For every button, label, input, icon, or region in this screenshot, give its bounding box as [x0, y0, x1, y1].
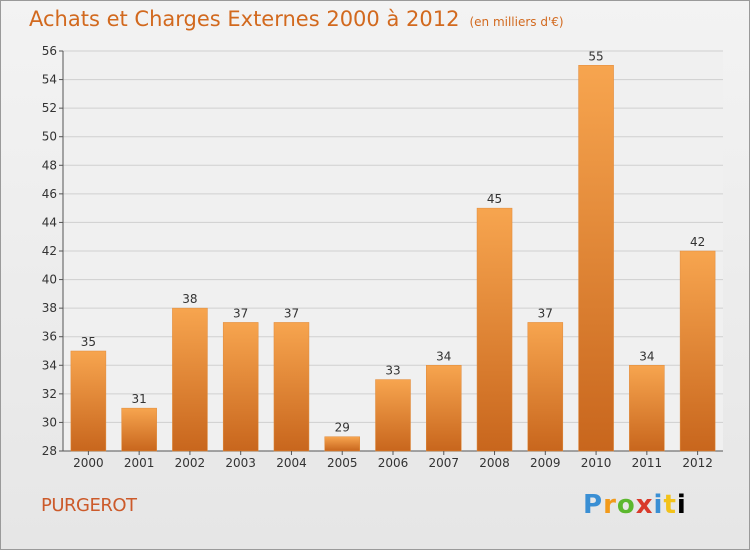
- chart-title-text: Achats et Charges Externes 2000 à 2012: [29, 7, 460, 31]
- y-tick-label: 38: [42, 301, 57, 315]
- y-tick-label: 28: [42, 444, 57, 458]
- y-tick-label: 56: [42, 44, 57, 58]
- x-tick-label: 2004: [276, 456, 307, 470]
- bar-value-label: 34: [639, 349, 654, 363]
- bar-value-label: 37: [538, 306, 553, 320]
- bar-value-label: 35: [81, 335, 96, 349]
- bar: [172, 307, 208, 452]
- bar-value-label: 34: [436, 349, 451, 363]
- y-tick-label: 36: [42, 330, 57, 344]
- y-tick-label: 44: [42, 215, 57, 229]
- bar-value-label: 42: [690, 235, 705, 249]
- x-tick-label: 2005: [327, 456, 358, 470]
- y-tick-label: 46: [42, 187, 57, 201]
- bar: [476, 207, 513, 452]
- x-tick-label: 2000: [73, 456, 104, 470]
- bar-value-label: 38: [182, 292, 197, 306]
- bar: [273, 322, 310, 452]
- bar: [375, 379, 411, 452]
- bar-value-label: 31: [132, 392, 147, 406]
- y-tick-label: 52: [42, 101, 57, 115]
- chart-unit: (en milliers d'€): [469, 15, 564, 29]
- bar-value-label: 55: [588, 49, 603, 63]
- bar: [527, 322, 564, 452]
- bar: [426, 365, 462, 452]
- bar: [629, 365, 665, 452]
- y-tick-label: 30: [42, 415, 57, 429]
- x-tick-label: 2009: [530, 456, 561, 470]
- y-tick-label: 42: [42, 244, 57, 258]
- town-name: PURGEROT: [41, 495, 137, 516]
- y-tick-label: 48: [42, 158, 57, 172]
- y-tick-label: 34: [42, 358, 57, 372]
- bar-value-label: 33: [385, 364, 400, 378]
- x-tick-label: 2010: [581, 456, 612, 470]
- chart-title: Achats et Charges Externes 2000 à 2012 (e…: [29, 7, 564, 31]
- bar-value-label: 29: [335, 421, 350, 435]
- y-tick-label: 50: [42, 130, 57, 144]
- x-tick-label: 2001: [124, 456, 155, 470]
- x-tick-label: 2012: [682, 456, 713, 470]
- bar: [324, 436, 360, 452]
- x-tick-label: 2011: [632, 456, 663, 470]
- bar-value-label: 37: [233, 306, 248, 320]
- bar-value-label: 45: [487, 192, 502, 206]
- bar: [679, 250, 716, 452]
- x-tick-label: 2006: [378, 456, 409, 470]
- y-tick-label: 32: [42, 387, 57, 401]
- bar: [121, 407, 157, 452]
- x-tick-label: 2008: [479, 456, 510, 470]
- bar-value-label: 37: [284, 306, 299, 320]
- x-tick-label: 2007: [428, 456, 459, 470]
- x-tick-label: 2002: [175, 456, 206, 470]
- bar: [70, 350, 107, 452]
- bar: [222, 322, 259, 452]
- bar: [578, 65, 614, 452]
- proxiti-logo: Proxiti: [583, 490, 687, 520]
- y-tick-label: 40: [42, 273, 57, 287]
- y-tick-label: 54: [42, 73, 57, 87]
- x-tick-label: 2003: [225, 456, 256, 470]
